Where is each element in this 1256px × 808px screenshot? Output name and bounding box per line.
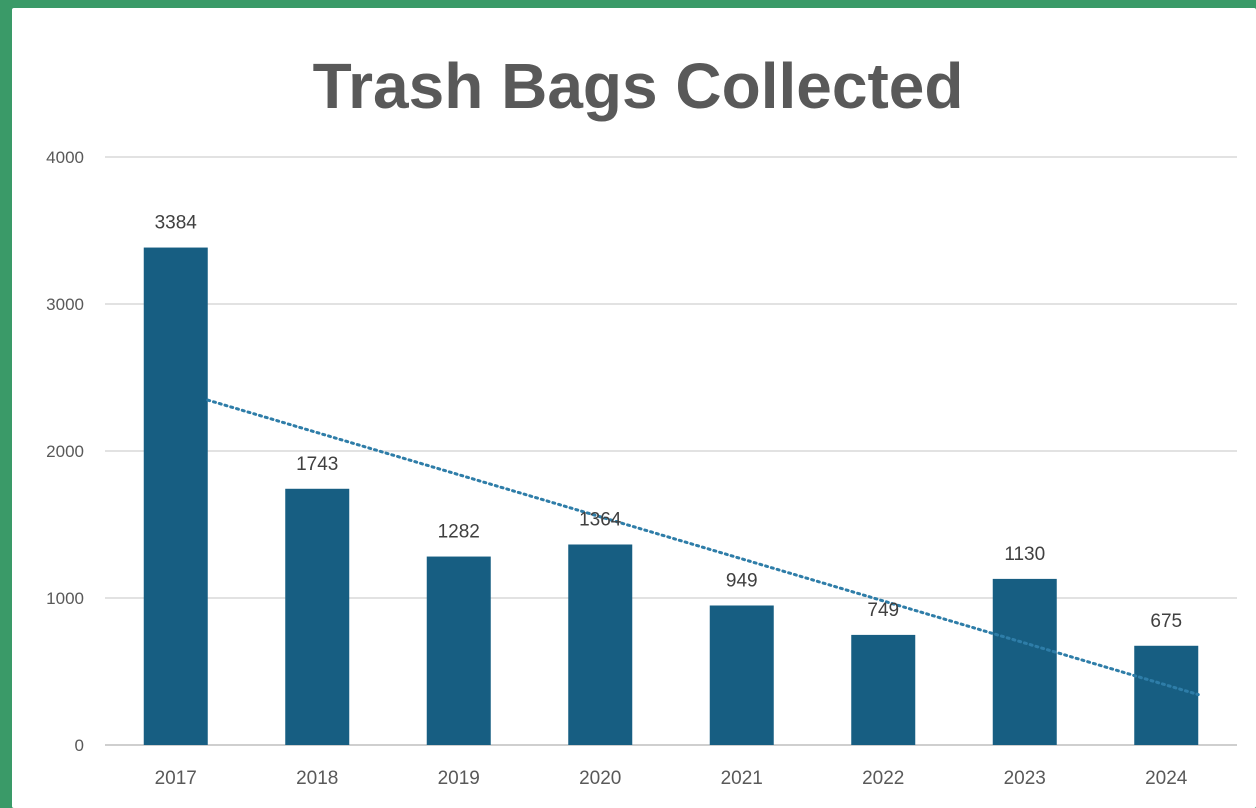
x-tick-label: 2022 [862, 768, 904, 789]
x-tick-label: 2023 [1004, 768, 1046, 789]
trendline-layer [206, 398, 1200, 697]
x-tick-label: 2019 [438, 768, 480, 789]
bar [709, 605, 774, 745]
trendline [206, 398, 1200, 697]
x-tick-label: 2024 [1145, 768, 1188, 789]
bar [1134, 645, 1199, 745]
x-tick-label: 2018 [296, 768, 338, 789]
bar [426, 556, 491, 745]
data-label: 3384 [155, 213, 198, 234]
bar [992, 578, 1057, 745]
chart-title: Trash Bags Collected [313, 50, 964, 122]
y-axis-ticks: 0 1000 2000 3000 4000 [46, 148, 84, 755]
y-tick-label: 3000 [46, 295, 84, 314]
x-tick-label: 2021 [721, 768, 763, 789]
y-tick-label: 0 [75, 736, 84, 755]
data-label: 749 [867, 600, 899, 621]
data-label: 675 [1150, 611, 1182, 632]
bar-chart: Trash Bags Collected 0 1000 2000 3000 4000 3… [46, 50, 1237, 789]
bar [568, 544, 633, 745]
data-label: 949 [726, 570, 758, 591]
grid-lines [105, 156, 1237, 746]
bar [851, 634, 916, 745]
bars [143, 247, 1199, 745]
data-label: 1130 [1004, 544, 1045, 565]
x-axis-ticks: 2017 2018 2019 2020 2021 2022 2023 2024 [155, 768, 1188, 789]
x-tick-label: 2017 [155, 768, 197, 789]
y-tick-label: 4000 [46, 148, 84, 167]
data-label: 1364 [579, 509, 622, 530]
y-tick-label: 1000 [46, 589, 84, 608]
bar [285, 488, 350, 745]
data-label: 1282 [438, 522, 480, 543]
data-labels: 3384 1743 1282 1364 949 749 1130 675 [155, 213, 1182, 632]
data-label: 1743 [296, 454, 338, 475]
bar [143, 247, 208, 745]
x-tick-label: 2020 [579, 768, 621, 789]
chart-panel: Trash Bags Collected 0 1000 2000 3000 4000 3… [12, 8, 1256, 808]
y-tick-label: 2000 [46, 442, 84, 461]
